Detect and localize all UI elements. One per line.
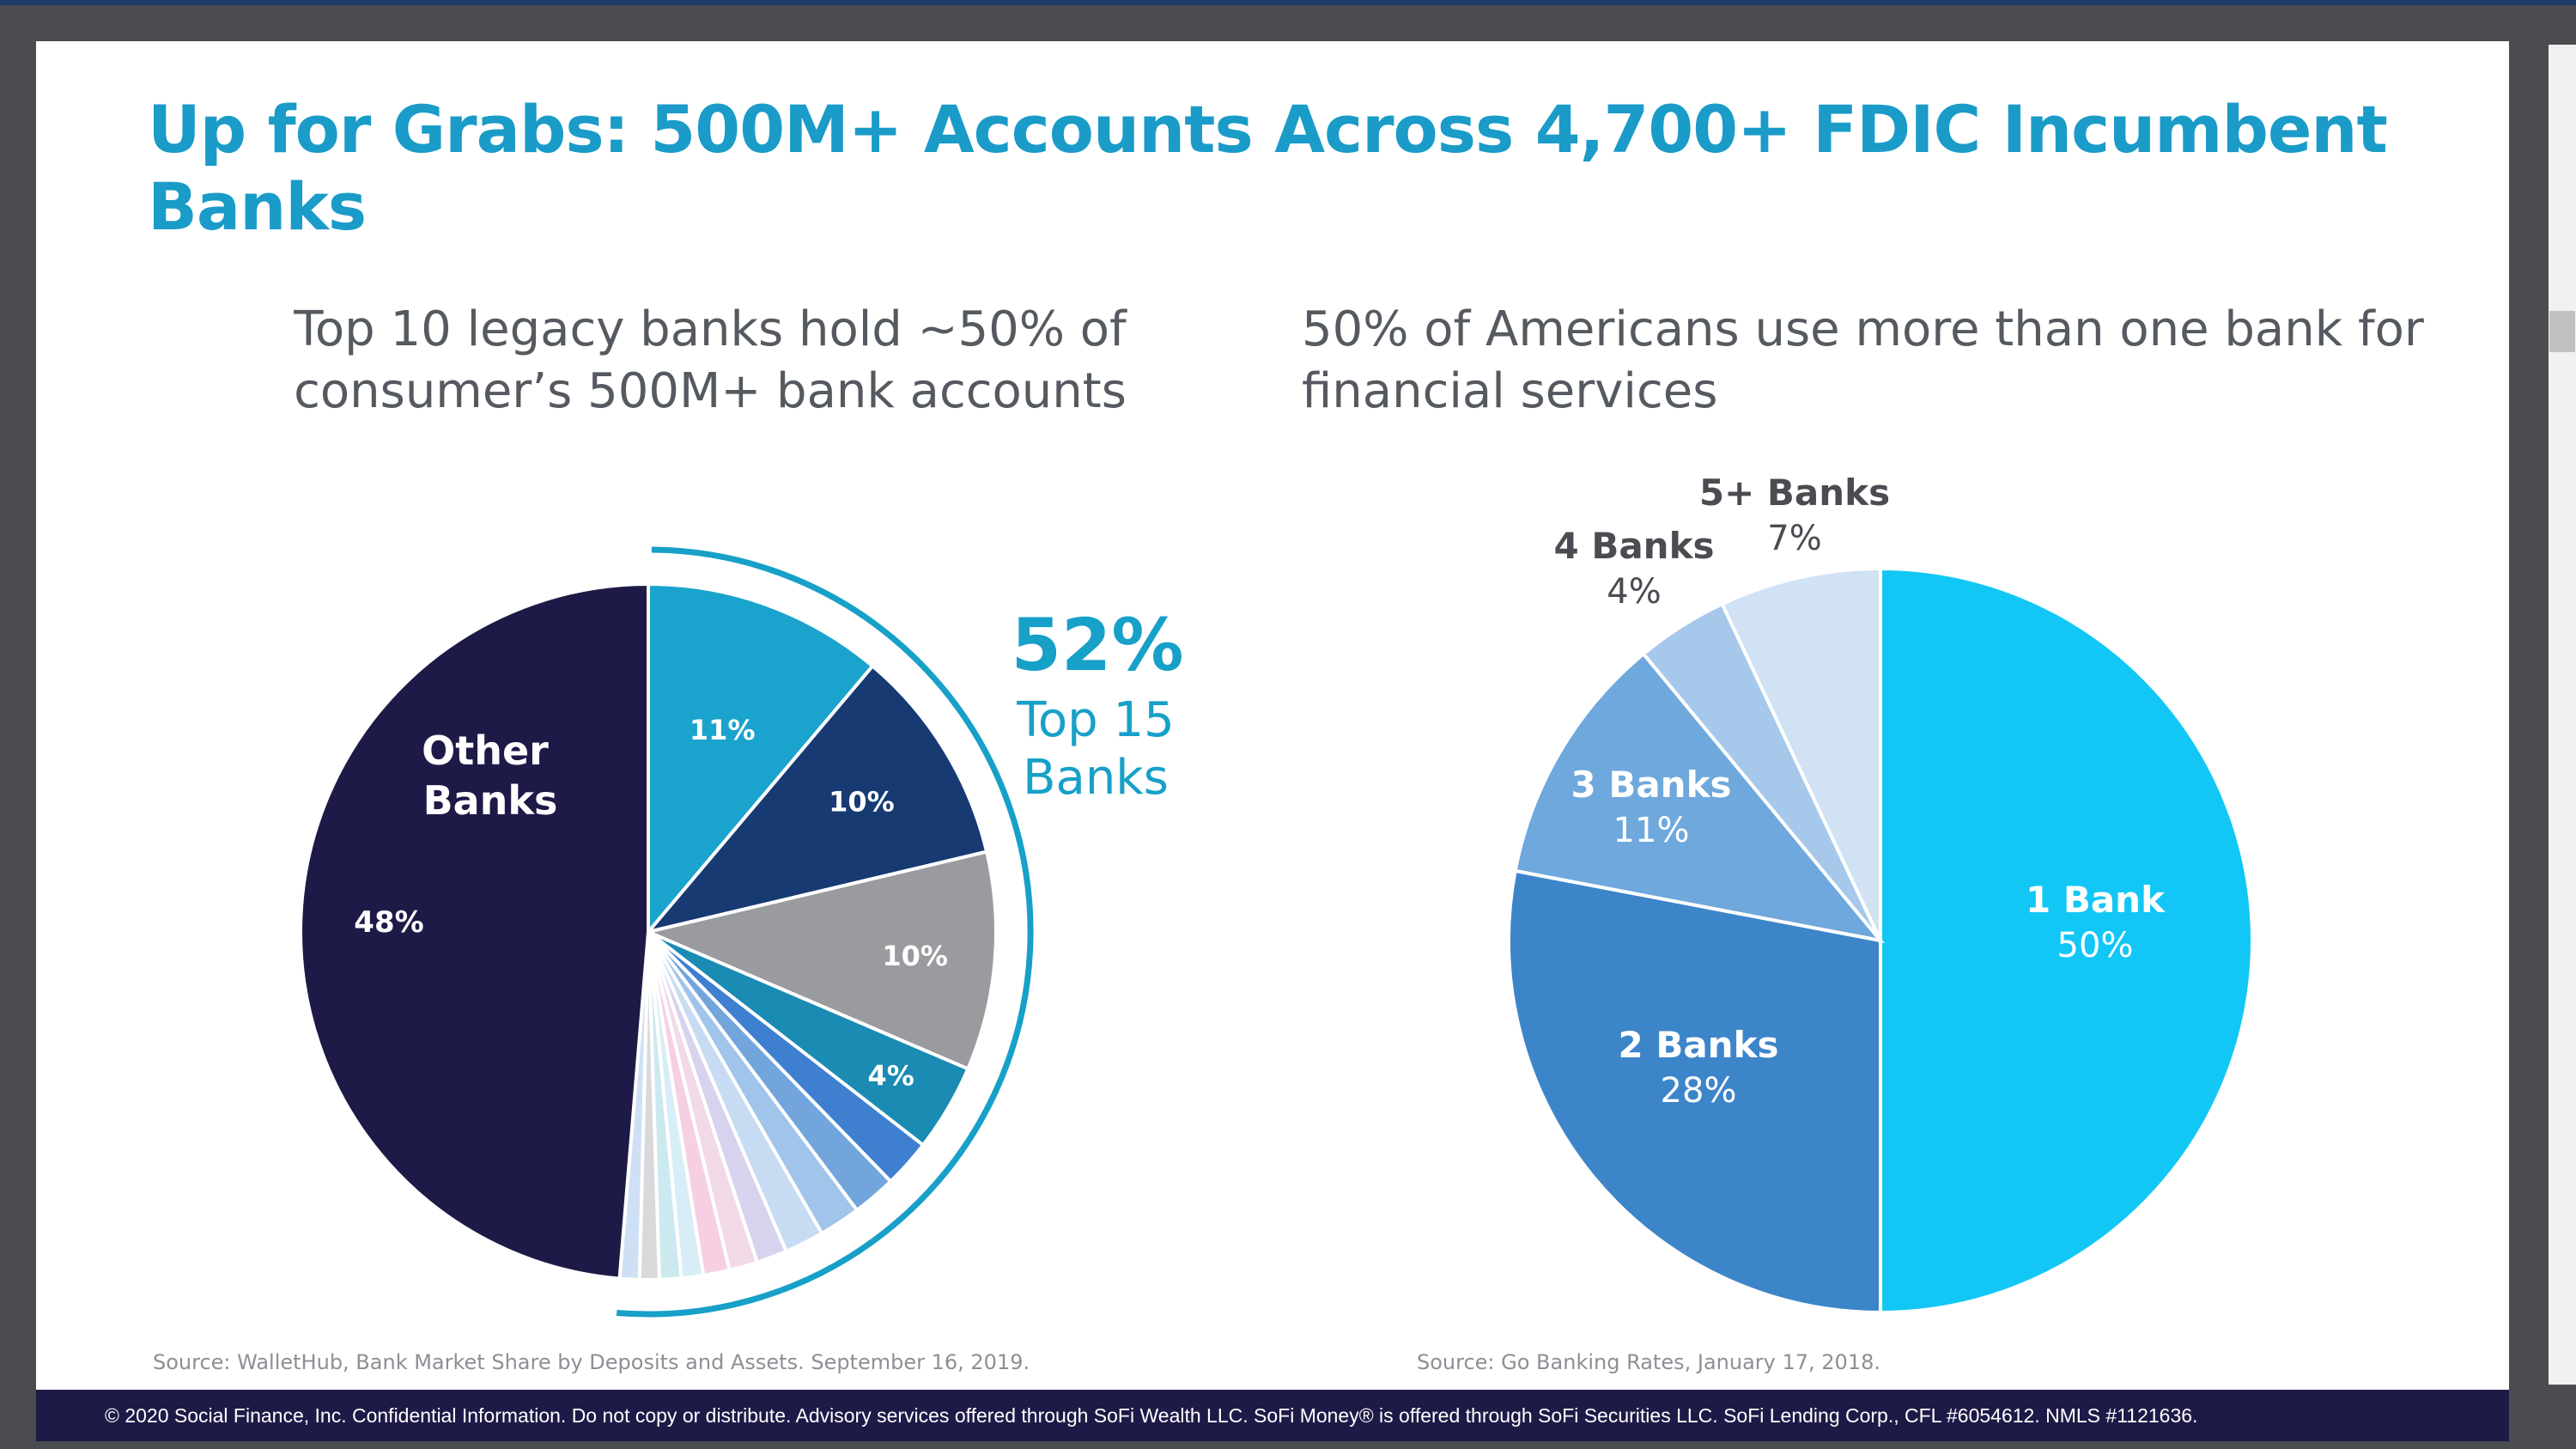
banks-used-pie: 1 Bank 50% 2 Banks 28% 3 Banks 11% 4 Banks 4% 5+… — [1507, 472, 2254, 1315]
slice-name-5-banks: 5+ Banks — [1699, 472, 1890, 514]
scrollbar-thumb[interactable] — [2549, 311, 2575, 352]
slice-percent-5-banks: 7% — [1767, 519, 1821, 558]
pie-slice-1-bank — [1879, 566, 2254, 1315]
callout-value: 52% — [1011, 603, 1183, 687]
slice-label-1: 11% — [690, 714, 756, 746]
callout-label-line2: Banks — [1023, 750, 1169, 806]
slice-label-2: 10% — [829, 785, 895, 818]
scrollbar-track[interactable] — [2549, 45, 2576, 1385]
callout-label-line1: Top 15 — [1016, 692, 1175, 748]
left-chart-title: Top 10 legacy banks hold ~50% of consume… — [294, 301, 1127, 419]
slice-name-4-banks: 4 Banks — [1553, 525, 1714, 567]
footer-disclaimer: © 2020 Social Finance, Inc. Confidential… — [36, 1390, 2509, 1441]
slice-label-other-percent: 48% — [354, 905, 423, 940]
top15-bracket-arc — [616, 546, 1034, 1318]
slide-title: Up for Grabs: 500M+ Accounts Across 4,70… — [148, 91, 2388, 245]
slice-percent-3-banks: 11% — [1613, 811, 1690, 850]
pie-slice-16 — [299, 581, 650, 1281]
slice-name-2-banks: 2 Banks — [1618, 1024, 1778, 1066]
pie-slice-2-banks — [1507, 868, 1882, 1315]
slice-name-1-bank: 1 Bank — [2026, 879, 2166, 921]
pie-slice-1 — [647, 581, 876, 937]
slice-percent-2-banks: 28% — [1661, 1071, 1737, 1111]
slice-name-3-banks: 3 Banks — [1571, 764, 1731, 806]
left-chart-source: Source: WalletHub, Bank Market Share by … — [153, 1350, 1030, 1374]
pie-slice-3-banks — [1513, 651, 1886, 944]
pie-slice-3 — [642, 849, 998, 1072]
right-chart-source: Source: Go Banking Rates, January 17, 20… — [1417, 1350, 1880, 1374]
slice-percent-4-banks: 4% — [1607, 572, 1661, 612]
pie-slice-2 — [643, 663, 989, 935]
slice-label-3: 10% — [882, 940, 948, 972]
other-banks-label-line1: Other — [422, 728, 549, 774]
other-banks-label-line2: Banks — [423, 777, 558, 824]
window-top-bar — [0, 0, 2576, 5]
pie-slice-5-banks — [1719, 566, 1882, 941]
slice-label-4: 4% — [868, 1059, 914, 1092]
slice-percent-1-bank: 50% — [2057, 926, 2134, 965]
right-chart-title: 50% of Americans use more than one bank … — [1302, 301, 2424, 419]
